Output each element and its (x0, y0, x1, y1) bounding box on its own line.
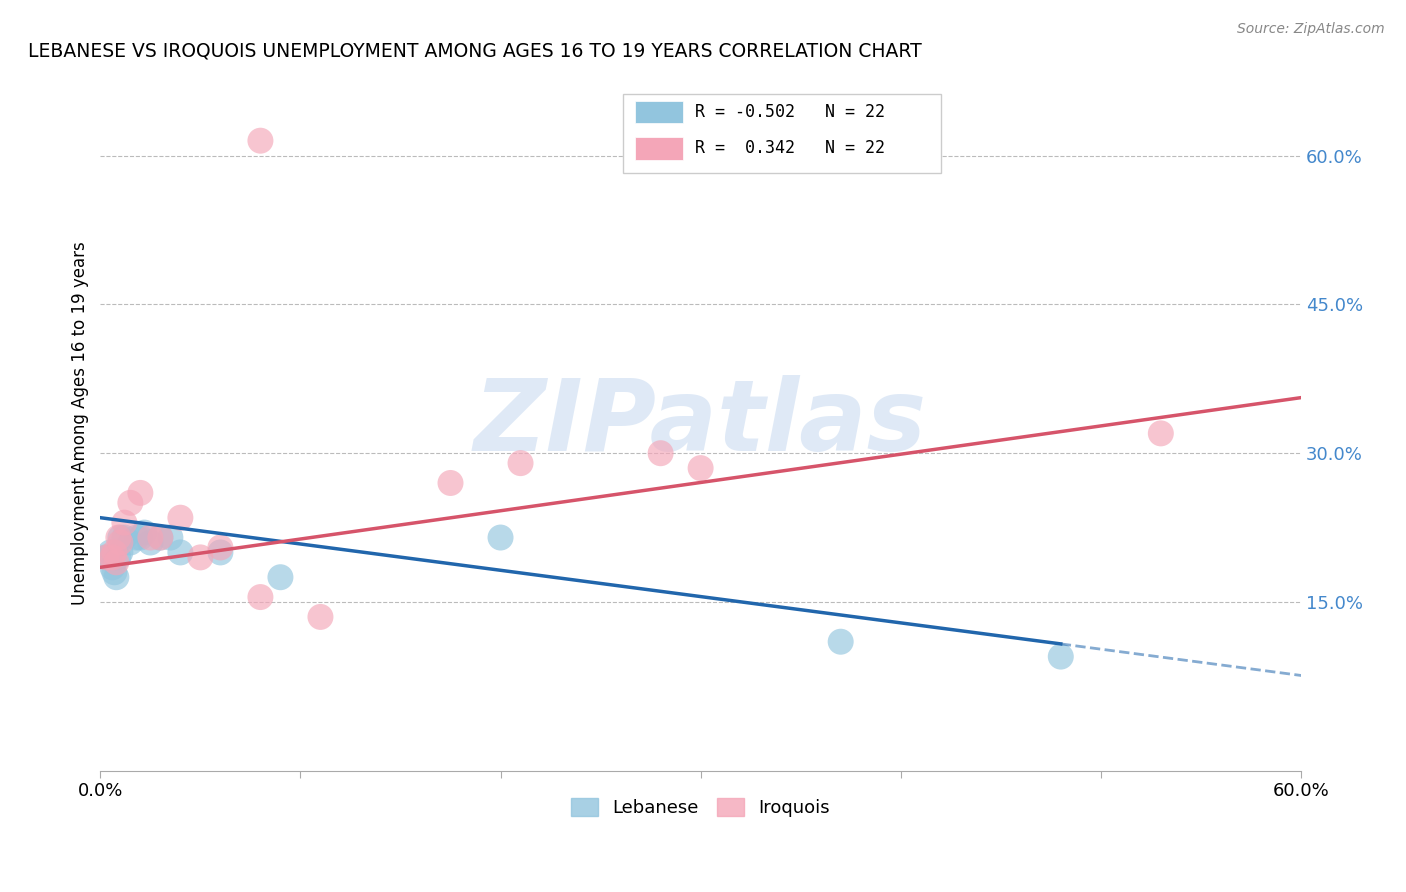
Point (105, 570, 128, 584)
Point (139, 531, 162, 545)
Point (101, 550, 124, 565)
Text: R = -0.502   N = 22: R = -0.502 N = 22 (695, 103, 884, 120)
Point (1049, 649, 1071, 664)
Point (139, 535, 162, 549)
Point (96, 550, 118, 565)
Point (120, 496, 142, 510)
Text: ZIPatlas: ZIPatlas (474, 375, 927, 472)
Point (110, 531, 132, 545)
Text: LEBANESE VS IROQUOIS UNEMPLOYMENT AMONG AGES 16 TO 19 YEARS CORRELATION CHART: LEBANESE VS IROQUOIS UNEMPLOYMENT AMONG … (28, 42, 922, 61)
Point (129, 486, 152, 500)
Text: R =  0.342   N = 22: R = 0.342 N = 22 (695, 139, 884, 157)
FancyBboxPatch shape (623, 94, 941, 173)
Point (159, 531, 181, 545)
Point (112, 516, 135, 530)
Point (125, 531, 148, 545)
Point (101, 560, 124, 574)
Point (107, 531, 129, 545)
Point (830, 634, 852, 648)
Point (1150, 426, 1173, 441)
Point (309, 610, 332, 624)
Point (149, 531, 172, 545)
Point (149, 531, 172, 545)
Point (509, 456, 531, 470)
Point (190, 550, 212, 565)
Point (120, 535, 142, 549)
Text: Source: ZipAtlas.com: Source: ZipAtlas.com (1237, 22, 1385, 37)
Point (103, 545, 125, 559)
Point (209, 541, 232, 555)
Point (439, 475, 461, 490)
Point (689, 461, 711, 475)
Point (249, 134, 271, 148)
Point (209, 545, 232, 559)
Point (98, 545, 121, 559)
Point (169, 510, 191, 524)
Legend: Lebanese, Iroquois: Lebanese, Iroquois (564, 790, 838, 824)
FancyBboxPatch shape (634, 101, 683, 123)
Point (110, 535, 132, 549)
FancyBboxPatch shape (634, 137, 683, 160)
Point (169, 545, 191, 559)
Point (129, 531, 152, 545)
Point (134, 525, 156, 540)
Y-axis label: Unemployment Among Ages 16 to 19 years: Unemployment Among Ages 16 to 19 years (72, 242, 89, 606)
Point (249, 590, 271, 604)
Point (269, 570, 291, 584)
Point (107, 550, 129, 565)
Point (110, 545, 132, 559)
Point (112, 531, 135, 545)
Point (96, 550, 118, 565)
Point (650, 446, 672, 460)
Point (103, 566, 125, 580)
Point (489, 531, 512, 545)
Point (105, 555, 128, 569)
